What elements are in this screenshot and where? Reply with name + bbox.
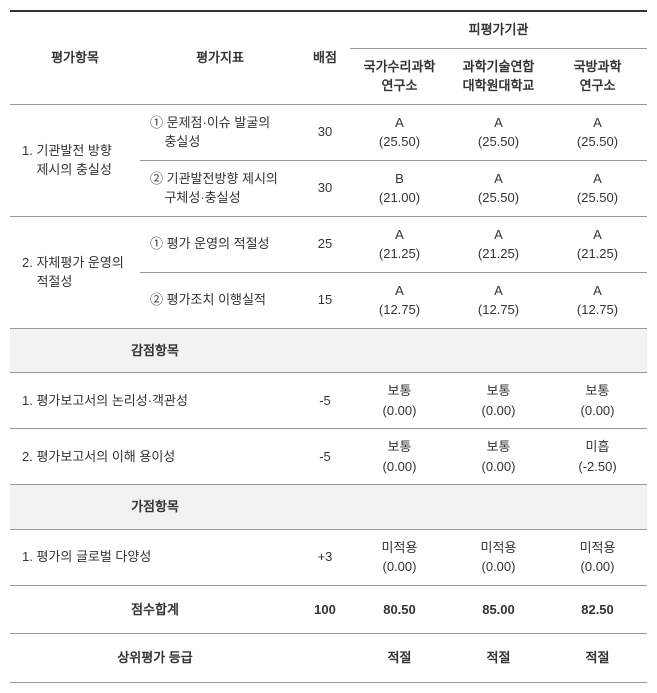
category-label: 1. 기관발전 방향 제시의 충실성 — [10, 104, 140, 216]
score-cell: 30 — [300, 160, 350, 216]
total-value: 85.00 — [449, 585, 548, 634]
value-cell: A(21.25) — [548, 216, 647, 272]
score-cell: 30 — [300, 104, 350, 160]
indicator-label: ② 평가조치 이행실적 — [140, 272, 300, 328]
score-cell: -5 — [300, 429, 350, 485]
value-cell: A(25.50) — [548, 104, 647, 160]
value-cell: A(25.50) — [548, 160, 647, 216]
value-cell: A(12.75) — [350, 272, 449, 328]
value-cell: 미적용(0.00) — [350, 529, 449, 585]
score-cell: 15 — [300, 272, 350, 328]
value-cell: A(25.50) — [449, 160, 548, 216]
total-value: 80.50 — [350, 585, 449, 634]
table-row: 2. 자체평가 운영의 적절성 ① 평가 운영의 적절성 25 A(21.25)… — [10, 216, 647, 272]
header-inst-1: 과학기술연합대학원대학교 — [449, 48, 548, 104]
table-row: 1. 평가보고서의 논리성·객관성 -5 보통(0.00) 보통(0.00) 보… — [10, 373, 647, 429]
header-score: 배점 — [300, 11, 350, 104]
penalty-item-label: 1. 평가보고서의 논리성·객관성 — [10, 373, 300, 429]
header-indicator: 평가지표 — [140, 11, 300, 104]
value-cell: A(21.25) — [350, 216, 449, 272]
grade-value: 적절 — [548, 634, 647, 683]
value-cell: 미적용(0.00) — [449, 529, 548, 585]
value-cell: B(21.00) — [350, 160, 449, 216]
score-cell: +3 — [300, 529, 350, 585]
value-cell: 보통(0.00) — [449, 373, 548, 429]
value-cell: A(25.50) — [449, 104, 548, 160]
value-cell: A(21.25) — [449, 216, 548, 272]
indicator-label: ② 기관발전방향 제시의 구체성·충실성 — [140, 160, 300, 216]
value-cell: A(25.50) — [350, 104, 449, 160]
penalty-title: 감점항목 — [10, 328, 300, 373]
header-inst-2: 국방과학연구소 — [548, 48, 647, 104]
table-row: 1. 기관발전 방향 제시의 충실성 ① 문제점·이슈 발굴의 충실성 30 A… — [10, 104, 647, 160]
total-row: 점수합계 100 80.50 85.00 82.50 — [10, 585, 647, 634]
bonus-section-header: 가점항목 — [10, 485, 647, 530]
indicator-label: ① 평가 운영의 적절성 — [140, 216, 300, 272]
bonus-item-label: 1. 평가의 글로벌 다양성 — [10, 529, 300, 585]
grade-value: 적절 — [449, 634, 548, 683]
header-item: 평가항목 — [10, 11, 140, 104]
value-cell: A(12.75) — [548, 272, 647, 328]
value-cell: 보통(0.00) — [449, 429, 548, 485]
penalty-item-label: 2. 평가보고서의 이해 용이성 — [10, 429, 300, 485]
header-inst-0: 국가수리과학연구소 — [350, 48, 449, 104]
evaluation-table: 평가항목 평가지표 배점 피평가기관 국가수리과학연구소 과학기술연합대학원대학… — [10, 10, 647, 683]
score-cell: -5 — [300, 373, 350, 429]
table-row: 1. 평가의 글로벌 다양성 +3 미적용(0.00) 미적용(0.00) 미적… — [10, 529, 647, 585]
indicator-label: ① 문제점·이슈 발굴의 충실성 — [140, 104, 300, 160]
total-label: 점수합계 — [10, 585, 300, 634]
value-cell: 보통(0.00) — [350, 373, 449, 429]
bonus-title: 가점항목 — [10, 485, 300, 530]
category-label: 2. 자체평가 운영의 적절성 — [10, 216, 140, 328]
grade-value: 적절 — [350, 634, 449, 683]
total-score: 100 — [300, 585, 350, 634]
penalty-section-header: 감점항목 — [10, 328, 647, 373]
value-cell: 보통(0.00) — [350, 429, 449, 485]
value-cell: 미흡(-2.50) — [548, 429, 647, 485]
table-row: 2. 평가보고서의 이해 용이성 -5 보통(0.00) 보통(0.00) 미흡… — [10, 429, 647, 485]
value-cell: A(12.75) — [449, 272, 548, 328]
value-cell: 보통(0.00) — [548, 373, 647, 429]
grade-label: 상위평가 등급 — [10, 634, 300, 683]
value-cell: 미적용(0.00) — [548, 529, 647, 585]
total-value: 82.50 — [548, 585, 647, 634]
grade-row: 상위평가 등급 적절 적절 적절 — [10, 634, 647, 683]
header-institution-group: 피평가기관 — [350, 11, 647, 48]
score-cell: 25 — [300, 216, 350, 272]
